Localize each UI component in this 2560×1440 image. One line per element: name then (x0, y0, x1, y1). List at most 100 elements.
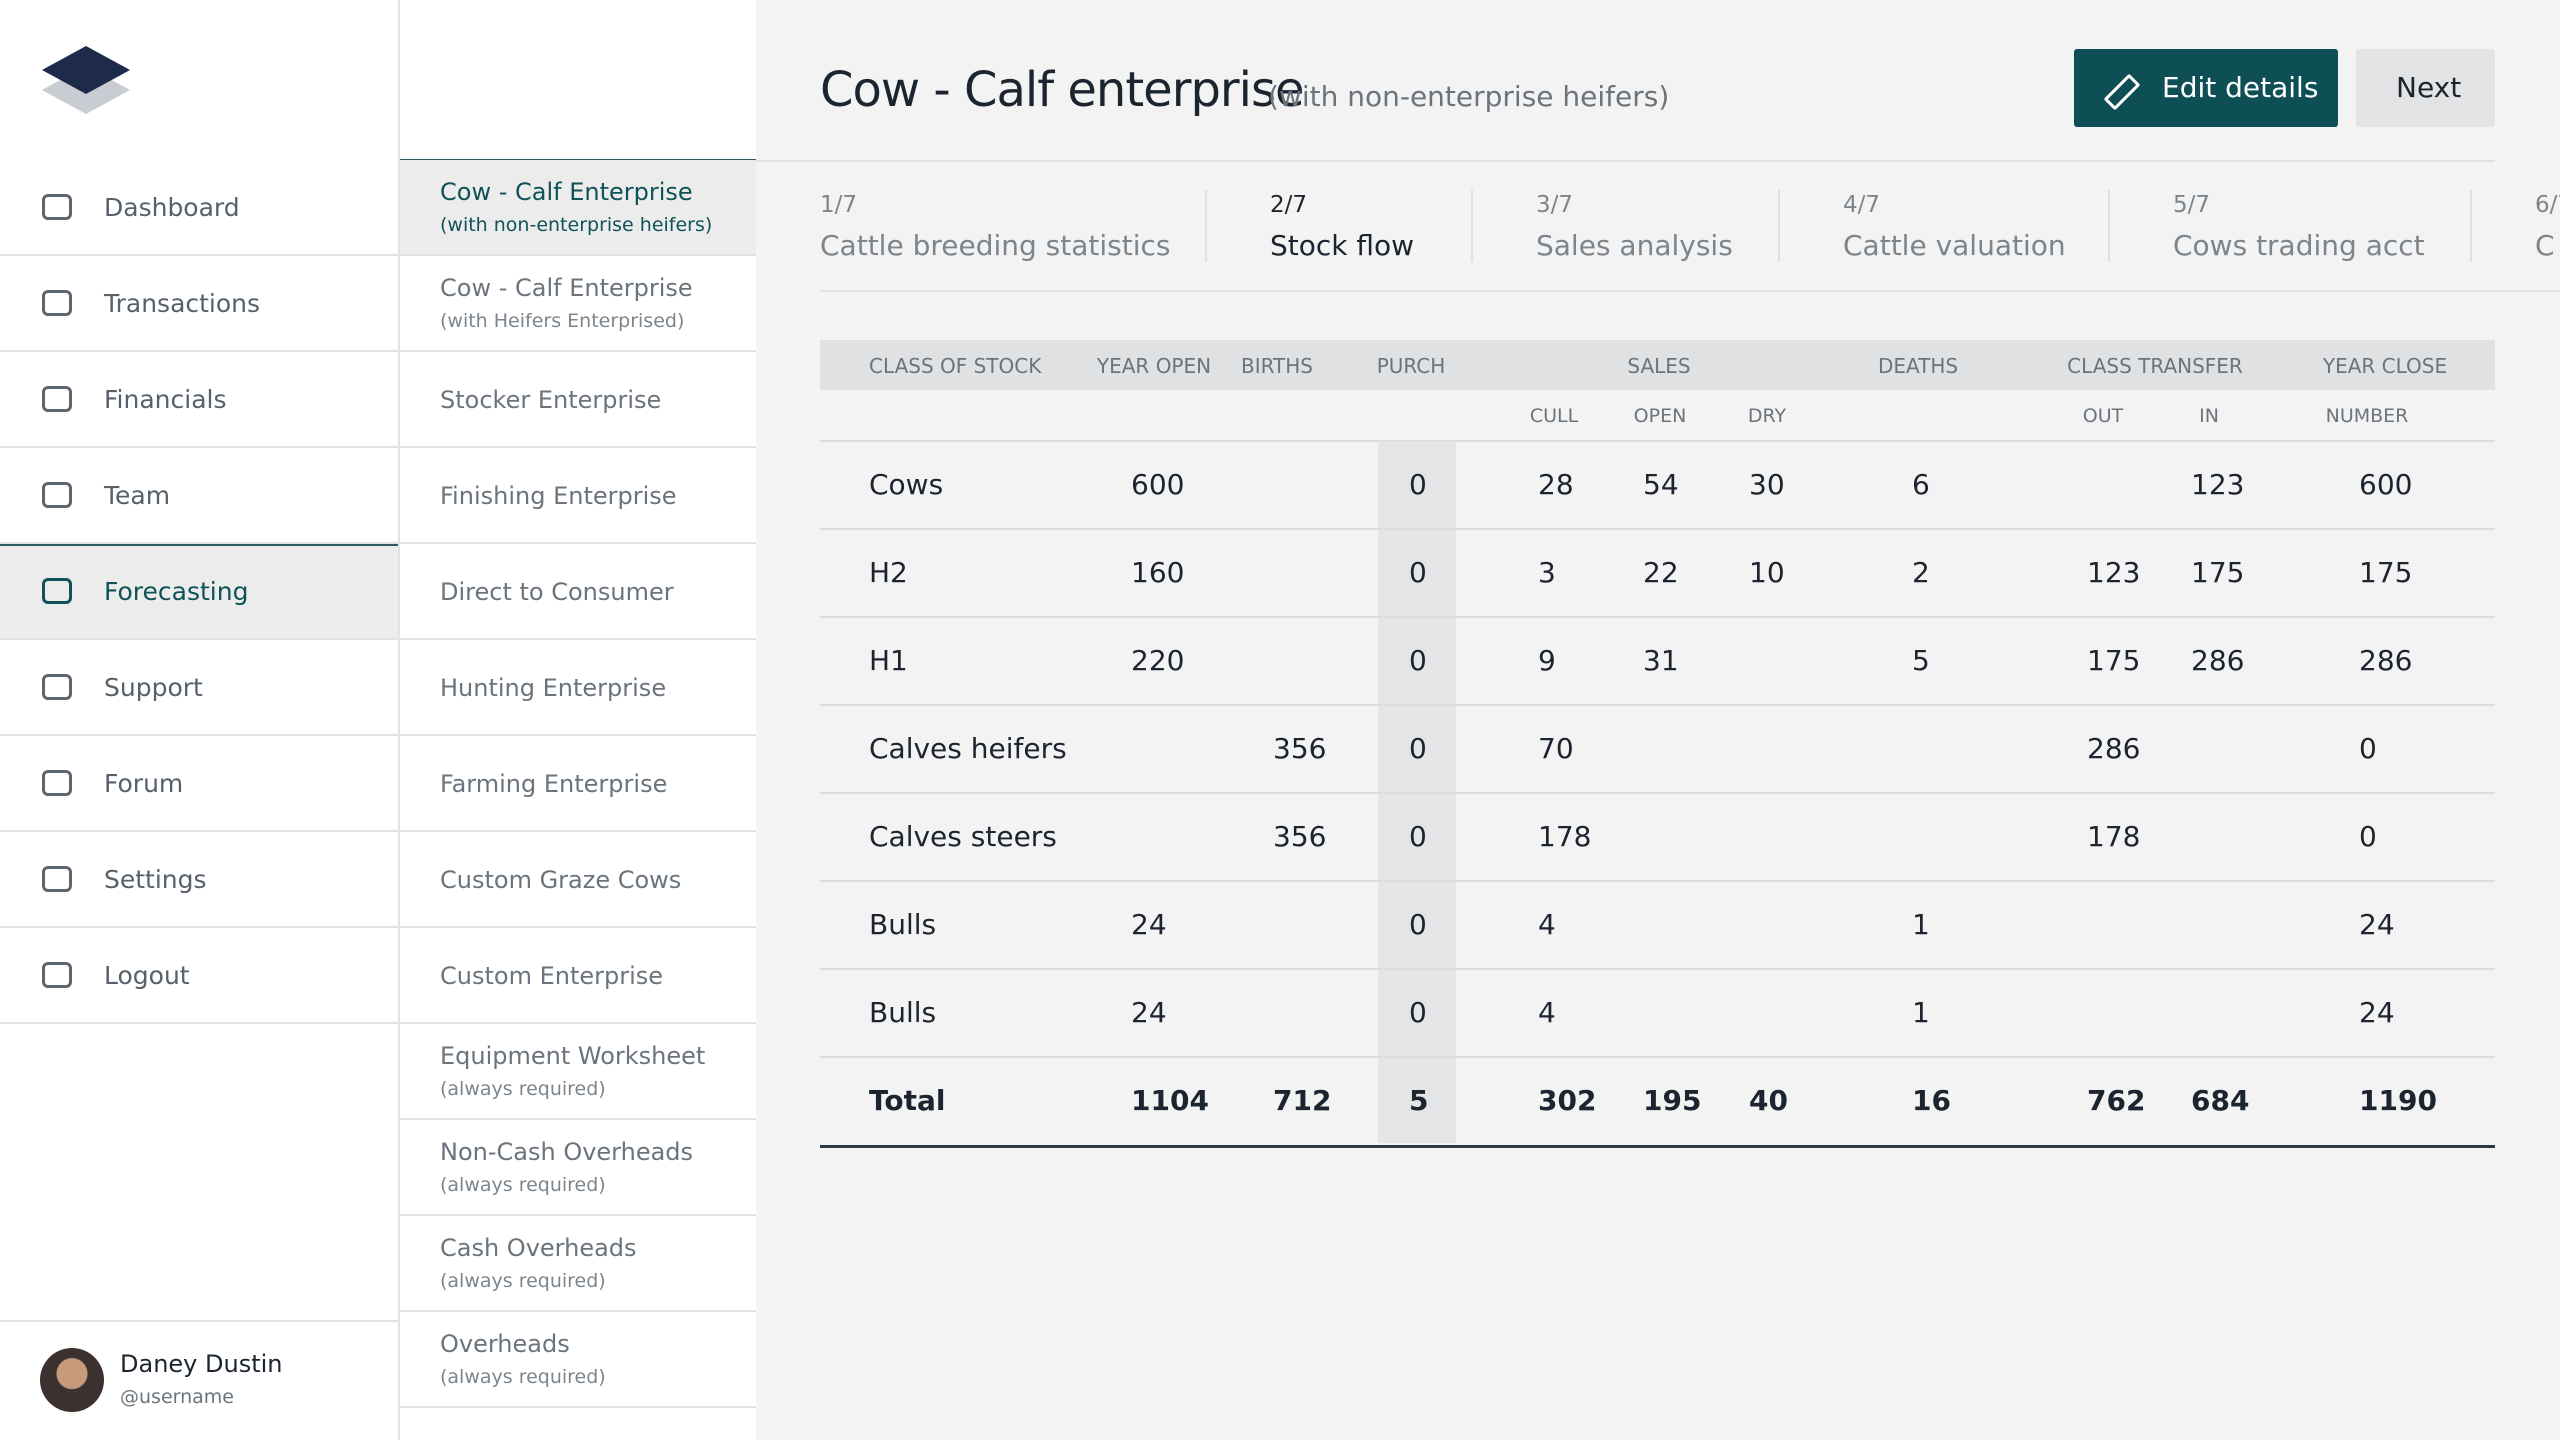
tab-step[interactable]: 3/7 (1536, 192, 1574, 218)
submenu-item[interactable] (400, 1024, 756, 1120)
nav-icon (42, 770, 72, 796)
submenu-item[interactable] (400, 640, 756, 736)
user-divider (0, 1320, 400, 1322)
table-cell: 2 (1912, 556, 1930, 589)
nav-item[interactable] (0, 832, 398, 928)
tab-name[interactable]: Cattle breeding statistics (820, 229, 1171, 262)
table-cell: 1 (1912, 996, 1930, 1029)
submenu-title[interactable]: Custom Graze Cows (440, 866, 682, 894)
nav-label[interactable]: Settings (104, 865, 207, 894)
nav-item[interactable] (0, 928, 398, 1024)
row-label: Cows (869, 468, 944, 501)
table-cell: 10 (1749, 556, 1785, 589)
table-cell: 600 (1131, 468, 1185, 501)
tab-name[interactable]: Stock flow (1270, 229, 1415, 262)
row-label: Calves heifers (869, 732, 1067, 765)
row-label: Total (869, 1084, 946, 1117)
nav-label[interactable]: Team (104, 481, 171, 510)
page-subtitle: (with non-enterprise heifers) (1268, 80, 1670, 113)
edit-button[interactable] (2074, 49, 2338, 127)
submenu-item[interactable] (400, 544, 756, 640)
nav-item[interactable] (0, 160, 398, 256)
row-divider (820, 616, 2495, 618)
submenu-item[interactable] (400, 160, 756, 256)
column-header: BIRTHS (1240, 354, 1314, 378)
row-divider (820, 1056, 2495, 1058)
submenu-title[interactable]: Finishing Enterprise (440, 482, 677, 510)
submenu-item[interactable] (400, 832, 756, 928)
table-cell: 24 (1131, 996, 1167, 1029)
submenu-title[interactable]: Stocker Enterprise (440, 386, 662, 414)
table-cell: 0 (1409, 996, 1427, 1029)
table-cell: 0 (2359, 732, 2377, 765)
nav-label[interactable]: Forecasting (104, 577, 249, 606)
tab-step[interactable]: 4/7 (1843, 192, 1881, 218)
tab-name[interactable]: Cows trading acct (2173, 229, 2425, 262)
edit-button-label[interactable]: Edit details (2162, 71, 2319, 104)
submenu-title[interactable]: Cash Overheads (440, 1234, 637, 1262)
submenu-item[interactable] (400, 1216, 756, 1312)
table-cell: 302 (1538, 1084, 1597, 1117)
tab-step[interactable]: 6/7 (2535, 192, 2560, 218)
table-cell: 9 (1538, 644, 1556, 677)
tab-step[interactable]: 2/7 (1270, 192, 1308, 218)
nav-label[interactable]: Dashboard (104, 193, 240, 222)
nav-item[interactable] (0, 640, 398, 736)
column-subheader: IN (2199, 405, 2219, 427)
submenu-item[interactable] (400, 1120, 756, 1216)
submenu-item[interactable] (400, 352, 756, 448)
table-cell: 0 (1409, 732, 1427, 765)
table-cell: 5 (1409, 1084, 1429, 1117)
submenu-note: (always required) (440, 1174, 606, 1196)
nav-item[interactable] (0, 736, 398, 832)
column-header: YEAR CLOSE (2322, 354, 2448, 378)
next-button[interactable] (2356, 49, 2495, 127)
table-cell: 356 (1273, 820, 1327, 853)
tab-name[interactable]: Cattle valuation (1843, 229, 2066, 262)
tab-name[interactable]: C (2535, 229, 2555, 262)
nav-label[interactable]: Logout (104, 961, 190, 990)
submenu-title[interactable]: Cow - Calf Enterprise (440, 274, 693, 302)
nav-label[interactable]: Financials (104, 385, 227, 414)
table-subheader-line (820, 440, 2495, 442)
next-button-label[interactable]: Next (2396, 71, 2462, 104)
nav-item[interactable] (0, 256, 398, 352)
row-label: Bulls (869, 996, 937, 1029)
submenu-item[interactable] (400, 736, 756, 832)
tab-step[interactable]: 1/7 (820, 192, 858, 218)
submenu-title[interactable]: Overheads (440, 1330, 570, 1358)
table-cell: 195 (1643, 1084, 1702, 1117)
row-divider (820, 704, 2495, 706)
submenu-title[interactable]: Hunting Enterprise (440, 674, 667, 702)
tab-step[interactable]: 5/7 (2173, 192, 2211, 218)
user-name: Daney Dustin (120, 1350, 283, 1378)
user-handle: @username (120, 1386, 234, 1408)
submenu-title[interactable]: Custom Enterprise (440, 962, 664, 990)
submenu-title[interactable]: Farming Enterprise (440, 770, 668, 798)
submenu-title[interactable]: Cow - Calf Enterprise (440, 178, 693, 206)
nav-label[interactable]: Support (104, 673, 203, 702)
submenu-title[interactable]: Non-Cash Overheads (440, 1138, 694, 1166)
column-subheader: OPEN (1633, 405, 1687, 427)
submenu-title[interactable]: Direct to Consumer (440, 578, 674, 606)
nav-icon (42, 290, 72, 316)
row-label: H1 (869, 644, 908, 677)
table-cell: 31 (1643, 644, 1679, 677)
nav-item[interactable] (0, 448, 398, 544)
table-cell: 5 (1912, 644, 1930, 677)
submenu-item[interactable] (400, 928, 756, 1024)
submenu-title[interactable]: Equipment Worksheet (440, 1042, 706, 1070)
submenu-item[interactable] (400, 256, 756, 352)
submenu-item[interactable] (400, 448, 756, 544)
table-cell: 356 (1273, 732, 1327, 765)
nav-label[interactable]: Transactions (104, 289, 261, 318)
nav-label[interactable]: Forum (104, 769, 184, 798)
tab-separator (1471, 190, 1473, 262)
nav-item[interactable] (0, 352, 398, 448)
nav-item[interactable] (0, 544, 398, 640)
table-bottom-line (820, 1145, 2495, 1148)
submenu-item[interactable] (400, 1312, 756, 1408)
table-cell: 1190 (2359, 1084, 2437, 1117)
nav-icon (42, 482, 72, 508)
tab-name[interactable]: Sales analysis (1536, 229, 1733, 262)
